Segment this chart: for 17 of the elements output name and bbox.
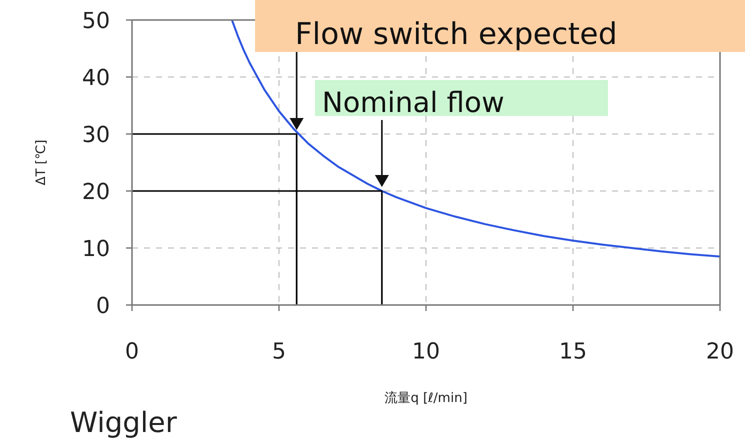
y-tick-label: 10 — [82, 236, 110, 262]
annotation: Flow switch expected — [295, 17, 618, 52]
y-tick-label: 40 — [82, 66, 110, 91]
y-tick-label: 30 — [82, 122, 110, 148]
x-tick-label: 15 — [559, 340, 587, 365]
y-axis-title: ΔT [℃] — [34, 140, 49, 186]
y-tick-label: 50 — [82, 8, 110, 34]
annotation: Nominal flow — [322, 86, 504, 119]
y-tick-label: 0 — [96, 294, 110, 319]
x-tick-label: 5 — [272, 340, 286, 365]
x-axis-title: 流量q [ℓ/min] — [384, 390, 468, 406]
line-series — [230, 20, 720, 258]
x-tick-label: 10 — [412, 340, 440, 365]
x-tick-label: 0 — [125, 340, 139, 365]
x-tick-label: 20 — [706, 340, 734, 365]
text: Wiggler — [70, 406, 178, 439]
y-tick-label: 20 — [82, 180, 110, 205]
